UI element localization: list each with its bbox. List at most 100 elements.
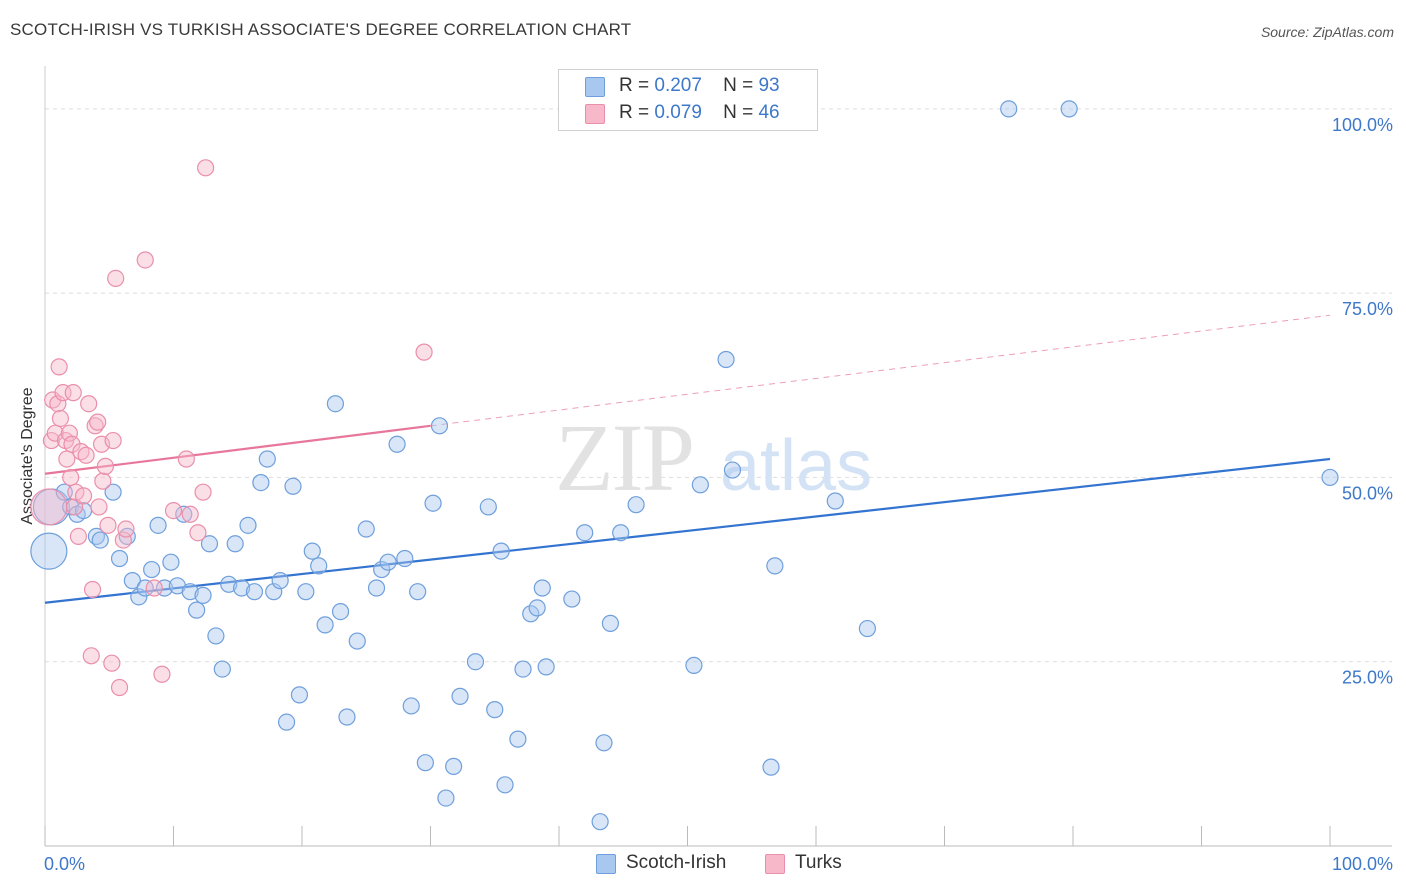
scotch-irish-point bbox=[149, 516, 167, 534]
turks-point bbox=[62, 468, 80, 487]
turks-point bbox=[89, 413, 107, 431]
legend-n-value: 93 bbox=[758, 75, 780, 96]
scotch-irish-point bbox=[123, 572, 141, 590]
legend-swatch-blue bbox=[585, 77, 605, 97]
scotch-irish-point bbox=[277, 713, 296, 731]
scotch-irish-point bbox=[612, 524, 630, 542]
gridlines bbox=[45, 108, 1392, 663]
y-tick-label: 50.0% bbox=[1342, 483, 1393, 503]
scotch-irish-point bbox=[162, 553, 180, 571]
scotch-irish-point bbox=[194, 586, 212, 604]
scotch-irish-point bbox=[252, 473, 270, 492]
scotch-irish-point bbox=[303, 542, 321, 560]
turks-point bbox=[64, 384, 82, 402]
scotch-irish-point bbox=[486, 701, 504, 719]
scotch-irish-point bbox=[858, 619, 877, 638]
scotch-irish-point bbox=[1000, 100, 1018, 118]
scotch-irish-point bbox=[430, 417, 449, 435]
turks-point bbox=[30, 488, 68, 526]
turks-point bbox=[189, 524, 207, 542]
turks-point bbox=[177, 450, 195, 468]
watermark-atlas: atlas bbox=[720, 426, 872, 506]
scotch-irish-point bbox=[207, 627, 225, 645]
scotch-irish-point bbox=[310, 557, 328, 575]
scotch-irish-point bbox=[466, 653, 485, 671]
scotch-irish-point bbox=[509, 730, 527, 748]
scotch-irish-point bbox=[591, 813, 609, 831]
turks-points bbox=[30, 159, 433, 697]
scotch-irish-point bbox=[537, 658, 555, 676]
legend-r-value: 0.079 bbox=[654, 102, 702, 123]
scotch-irish-point bbox=[91, 531, 109, 549]
turks-point bbox=[197, 159, 215, 177]
scotch-irish-point bbox=[220, 575, 238, 593]
turks-point bbox=[51, 409, 70, 428]
scotch-irish-point bbox=[424, 494, 442, 512]
scotch-irish-point bbox=[533, 579, 551, 597]
scotch-irish-point bbox=[213, 660, 231, 678]
scotch-irish-point bbox=[136, 579, 154, 597]
scotch-irish-point bbox=[492, 542, 510, 560]
scotch-irish-point bbox=[396, 549, 414, 568]
scotch-irish-point bbox=[331, 602, 350, 621]
bottom-legend-label: Turks bbox=[795, 852, 842, 873]
scotch-irish-point bbox=[826, 492, 844, 510]
turks-point bbox=[107, 269, 125, 287]
scotch-irish-point bbox=[226, 535, 244, 553]
scotch-irish-point bbox=[239, 516, 257, 534]
turks-point bbox=[153, 665, 171, 683]
scotch-irish-point bbox=[496, 776, 514, 794]
turks-point bbox=[69, 527, 88, 546]
scotch-irish-point bbox=[437, 789, 455, 807]
legend-r-label: R = bbox=[619, 75, 650, 96]
turks-point bbox=[114, 531, 132, 549]
watermark-zip: ZIP bbox=[555, 404, 693, 511]
scotch-irish-point bbox=[284, 477, 302, 495]
scotch-irish-point bbox=[445, 757, 463, 775]
turks-trend-line-extended bbox=[430, 314, 1331, 427]
bottom-legend-swatch-pink bbox=[765, 854, 785, 874]
scotch-irish-point bbox=[326, 395, 345, 413]
turks-point bbox=[181, 505, 199, 523]
scotch-irish-point bbox=[409, 583, 427, 601]
scotch-irish-point bbox=[723, 461, 742, 479]
legend-swatch-pink bbox=[585, 104, 605, 124]
scotch-irish-point bbox=[627, 496, 645, 514]
scotch-irish-point bbox=[188, 601, 206, 619]
scotch-irish-point bbox=[258, 450, 276, 468]
scotch-irish-point bbox=[601, 614, 620, 632]
turks-point bbox=[145, 579, 163, 597]
turks-point bbox=[83, 580, 102, 599]
scotch-irish-point bbox=[245, 583, 264, 601]
scotch-irish-points bbox=[30, 100, 1339, 831]
scotch-irish-point bbox=[563, 590, 581, 608]
turks-point bbox=[415, 343, 433, 361]
turks-trend-line bbox=[44, 424, 431, 475]
turks-point bbox=[77, 446, 95, 464]
scotch-irish-point bbox=[143, 560, 161, 579]
scotch-irish-point bbox=[104, 483, 122, 501]
turks-point bbox=[110, 678, 129, 697]
turks-point bbox=[96, 457, 114, 475]
scotch-irish-point bbox=[514, 660, 532, 678]
turks-point bbox=[136, 251, 154, 269]
scotch-irish-point bbox=[762, 758, 780, 776]
scotch-irish-point bbox=[338, 708, 356, 726]
scotch-irish-point bbox=[297, 583, 315, 601]
scotch-irish-point bbox=[1321, 468, 1339, 487]
scotch-irish-point bbox=[388, 435, 406, 453]
legend-box: R = 0.207 N = 93 R = 0.079 N = 46 bbox=[558, 69, 818, 131]
turks-point bbox=[90, 498, 108, 516]
scotch-irish-point bbox=[175, 505, 193, 523]
scotch-irish-point bbox=[451, 687, 469, 705]
scotch-irish-point bbox=[30, 532, 68, 570]
scotch-irish-point bbox=[528, 599, 546, 617]
x-tick-label: 0.0% bbox=[44, 854, 85, 874]
legend-r-label: R = bbox=[619, 102, 650, 123]
bottom-legend-label: Scotch-Irish bbox=[626, 852, 727, 873]
turks-point bbox=[58, 450, 76, 468]
scotch-irish-point bbox=[130, 588, 148, 606]
y-tick-label: 25.0% bbox=[1342, 668, 1393, 688]
scotch-irish-point bbox=[316, 616, 334, 634]
